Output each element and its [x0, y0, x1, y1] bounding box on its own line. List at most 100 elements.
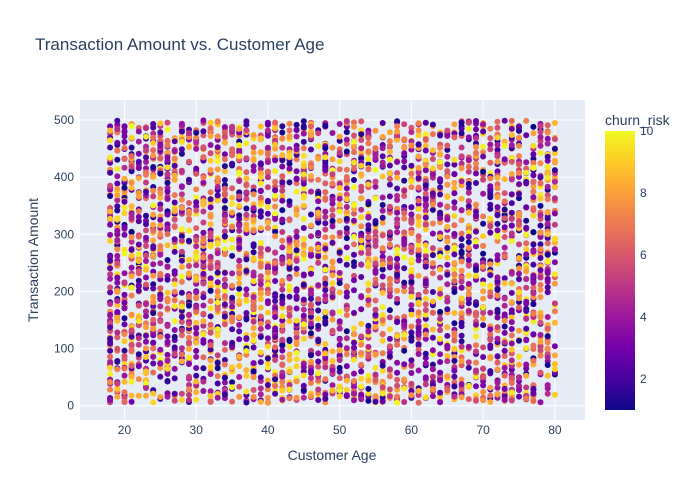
data-point	[523, 308, 530, 314]
data-point	[143, 354, 149, 360]
data-point	[315, 229, 322, 236]
data-point	[494, 314, 501, 321]
data-point	[150, 253, 157, 259]
data-point	[200, 322, 207, 329]
data-point	[501, 275, 508, 282]
data-point	[143, 281, 149, 288]
data-point	[322, 226, 329, 233]
data-point	[537, 274, 544, 281]
data-point	[501, 329, 508, 336]
data-point	[143, 133, 149, 140]
data-point	[401, 150, 408, 157]
data-point	[451, 345, 458, 352]
data-point	[372, 243, 379, 249]
data-point	[473, 135, 479, 142]
data-point	[114, 334, 121, 341]
data-point	[329, 348, 336, 355]
data-point	[336, 357, 343, 363]
data-point	[336, 364, 343, 371]
data-point	[178, 351, 185, 358]
data-point	[236, 237, 243, 243]
data-point	[508, 142, 515, 149]
data-point	[114, 385, 121, 392]
data-point	[221, 283, 228, 290]
data-point	[243, 225, 250, 232]
data-point	[451, 185, 458, 192]
data-point	[386, 229, 393, 236]
data-point	[429, 334, 436, 341]
data-point	[516, 327, 522, 334]
data-point	[243, 388, 250, 395]
data-point	[143, 392, 149, 399]
data-point	[386, 307, 393, 314]
data-point	[401, 177, 408, 184]
data-point	[401, 193, 408, 199]
data-point	[544, 129, 551, 136]
data-point	[343, 136, 350, 143]
data-point	[358, 187, 365, 194]
data-point	[207, 287, 214, 294]
data-point	[394, 123, 401, 130]
data-point	[121, 128, 128, 135]
data-point	[372, 371, 379, 378]
data-point	[143, 159, 149, 165]
data-point	[293, 228, 300, 235]
data-point	[236, 383, 243, 390]
data-point	[143, 332, 149, 339]
data-point	[107, 353, 114, 360]
data-point	[236, 353, 243, 360]
data-point	[200, 318, 207, 325]
data-point	[415, 184, 422, 191]
data-point	[394, 359, 401, 366]
data-point	[401, 245, 408, 252]
data-point	[537, 229, 544, 236]
data-point	[200, 154, 207, 161]
data-point	[537, 399, 544, 406]
data-point	[408, 184, 415, 191]
data-point	[157, 364, 164, 371]
data-point	[250, 167, 257, 174]
data-point	[544, 333, 551, 340]
data-point	[143, 179, 149, 186]
data-point	[114, 139, 121, 146]
data-point	[257, 123, 264, 130]
data-point	[121, 204, 128, 211]
data-point	[394, 333, 401, 340]
data-point	[537, 331, 544, 338]
data-point	[415, 241, 422, 248]
data-point	[121, 394, 128, 401]
data-point	[458, 125, 465, 132]
data-point	[135, 251, 142, 257]
y-tick-label: 300	[54, 227, 74, 241]
data-point	[551, 366, 558, 373]
data-point	[537, 338, 544, 345]
data-point	[150, 227, 157, 234]
data-point	[537, 347, 544, 354]
data-point	[243, 189, 250, 196]
data-point	[121, 175, 128, 182]
data-point	[544, 354, 551, 361]
data-point	[343, 255, 350, 262]
data-point	[128, 362, 135, 369]
data-point	[257, 325, 264, 332]
data-point	[107, 301, 114, 307]
data-point	[437, 308, 444, 315]
data-point	[394, 174, 401, 181]
data-point	[516, 169, 522, 176]
data-point	[394, 185, 401, 192]
data-point	[200, 388, 207, 394]
data-point	[221, 340, 228, 347]
data-point	[150, 285, 157, 292]
data-point	[351, 132, 357, 139]
data-point	[401, 279, 408, 286]
data-point	[135, 208, 142, 215]
data-point	[236, 202, 243, 209]
data-point	[394, 295, 401, 302]
data-point	[279, 317, 286, 324]
data-point	[544, 192, 551, 199]
data-point	[178, 332, 185, 339]
data-point	[473, 213, 479, 220]
data-point	[107, 127, 114, 134]
data-point	[279, 157, 286, 164]
